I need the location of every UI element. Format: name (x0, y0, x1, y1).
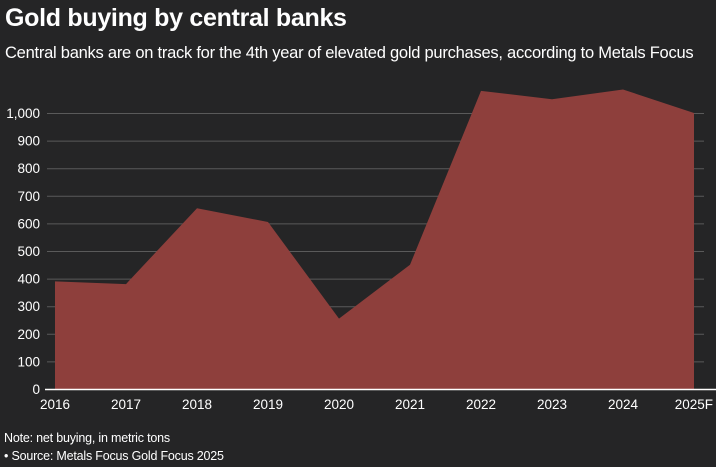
x-tick-label: 2021 (395, 397, 425, 412)
y-tick-label: 900 (17, 134, 40, 149)
y-tick-label: 200 (17, 327, 40, 342)
y-tick-label: 100 (17, 354, 40, 369)
y-tick-label: 300 (17, 299, 40, 314)
x-tick-label: 2024 (608, 397, 639, 412)
x-tick-label: 2022 (466, 397, 496, 412)
chart-title: Gold buying by central banks (5, 4, 347, 32)
footnote: Note: net buying, in metric tons (4, 431, 170, 445)
area-series (45, 89, 716, 391)
source-note: • Source: Metals Focus Gold Focus 2025 (4, 449, 224, 463)
chart-subtitle: Central banks are on track for the 4th y… (5, 44, 694, 62)
area-fill (55, 89, 694, 389)
x-tick-label: 2020 (324, 397, 354, 412)
x-tick-label: 2023 (537, 397, 567, 412)
x-tick-label: 2019 (253, 397, 283, 412)
x-tick-label: 2018 (182, 397, 212, 412)
y-axis: 0 100 200 300 400 500 600 700 800 900 1,000 (6, 106, 40, 397)
y-tick-label: 500 (17, 244, 40, 259)
x-axis: 2016 2017 2018 2019 2020 2021 2022 2023 2024 2025… (40, 397, 713, 412)
y-tick-label: 400 (17, 272, 40, 287)
y-tick-label: 1,000 (6, 106, 40, 121)
x-tick-label: 2016 (40, 397, 70, 412)
x-tick-label: 2025F (675, 397, 713, 412)
y-tick-label: 800 (17, 161, 40, 176)
y-tick-label: 0 (32, 382, 40, 397)
y-tick-label: 600 (17, 216, 40, 231)
x-tick-label: 2017 (111, 397, 141, 412)
y-tick-label: 700 (17, 189, 40, 204)
